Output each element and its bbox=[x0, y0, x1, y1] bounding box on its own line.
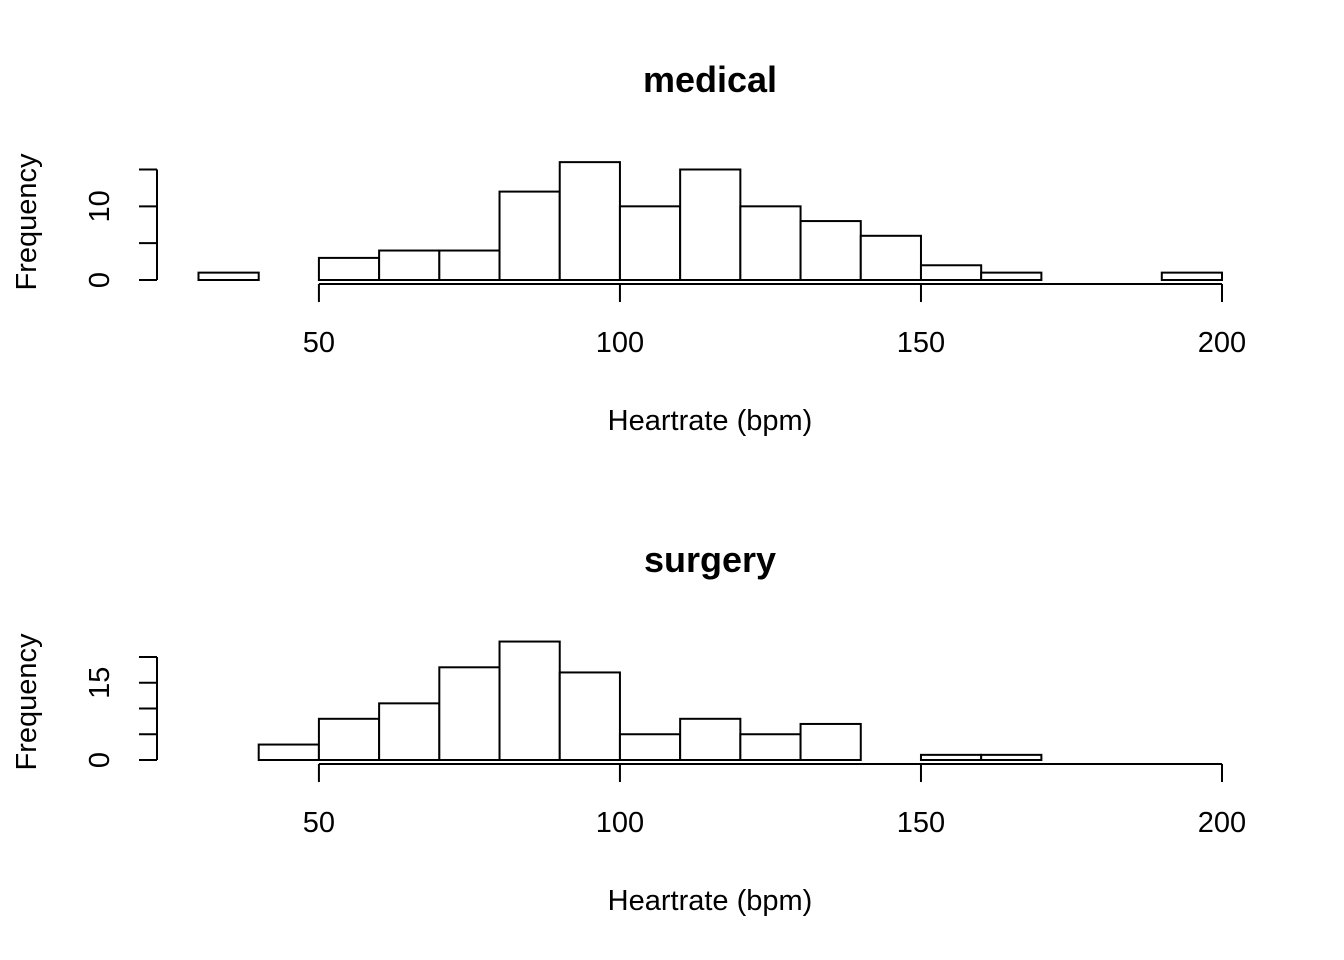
histogram-bar bbox=[618, 733, 682, 761]
y-tick-label: 0 bbox=[84, 752, 116, 768]
y-tick-label: 10 bbox=[84, 190, 116, 222]
histogram-bar bbox=[257, 743, 320, 761]
medical-histogram-panel: medical Heartrate (bpm) Frequency 50 100 1… bbox=[11, 59, 1246, 437]
histogram-bars bbox=[197, 161, 1223, 282]
histogram-bar bbox=[317, 256, 381, 281]
histogram-bar bbox=[919, 753, 983, 761]
y-axis: 0 15 bbox=[84, 656, 158, 768]
histogram-bar bbox=[739, 205, 802, 281]
histogram-bar bbox=[317, 717, 381, 761]
y-axis: 0 10 bbox=[84, 168, 158, 288]
histogram-bar bbox=[558, 671, 621, 762]
x-tick-label: 200 bbox=[1198, 327, 1246, 359]
surgery-histogram-panel: surgery Heartrate (bpm) Frequency 50 100 1… bbox=[11, 539, 1246, 917]
histogram-bar bbox=[1160, 271, 1223, 281]
histogram-bar bbox=[679, 168, 742, 281]
x-axis: 50 100 150 200 bbox=[303, 283, 1246, 359]
histogram-bar bbox=[498, 190, 561, 282]
histogram-bar bbox=[739, 733, 802, 761]
histogram-bar bbox=[378, 249, 441, 282]
x-tick-label: 50 bbox=[303, 807, 335, 839]
x-axis-label: Heartrate (bpm) bbox=[608, 885, 813, 917]
histogram-bar bbox=[980, 271, 1043, 281]
histogram-bar bbox=[378, 702, 441, 761]
x-tick-label: 200 bbox=[1198, 807, 1246, 839]
x-tick-label: 100 bbox=[596, 807, 644, 839]
histogram-bars bbox=[257, 640, 1043, 762]
histogram-bar bbox=[558, 161, 621, 281]
y-tick-label: 0 bbox=[84, 272, 116, 288]
histogram-bar bbox=[618, 205, 682, 281]
y-tick-label: 15 bbox=[84, 667, 116, 699]
x-tick-label: 150 bbox=[897, 807, 945, 839]
histogram-bar bbox=[498, 640, 561, 761]
histogram-bar bbox=[980, 753, 1043, 761]
x-axis: 50 100 150 200 bbox=[303, 763, 1246, 839]
histogram-bar bbox=[799, 220, 862, 281]
histogram-bar bbox=[197, 271, 260, 281]
x-tick-label: 50 bbox=[303, 327, 335, 359]
histogram-bar bbox=[679, 717, 742, 761]
histogram-bar bbox=[919, 264, 983, 281]
panel-title: surgery bbox=[644, 539, 776, 580]
x-axis-label: Heartrate (bpm) bbox=[608, 405, 813, 437]
histogram-bar bbox=[438, 666, 501, 761]
y-axis-label: Frequency bbox=[11, 633, 43, 771]
panel-title: medical bbox=[643, 59, 777, 100]
x-tick-label: 100 bbox=[596, 327, 644, 359]
histogram-bar bbox=[859, 234, 922, 282]
y-axis-label: Frequency bbox=[11, 153, 43, 291]
histogram-bar bbox=[799, 722, 862, 762]
x-tick-label: 150 bbox=[897, 327, 945, 359]
histogram-bar bbox=[438, 249, 501, 282]
